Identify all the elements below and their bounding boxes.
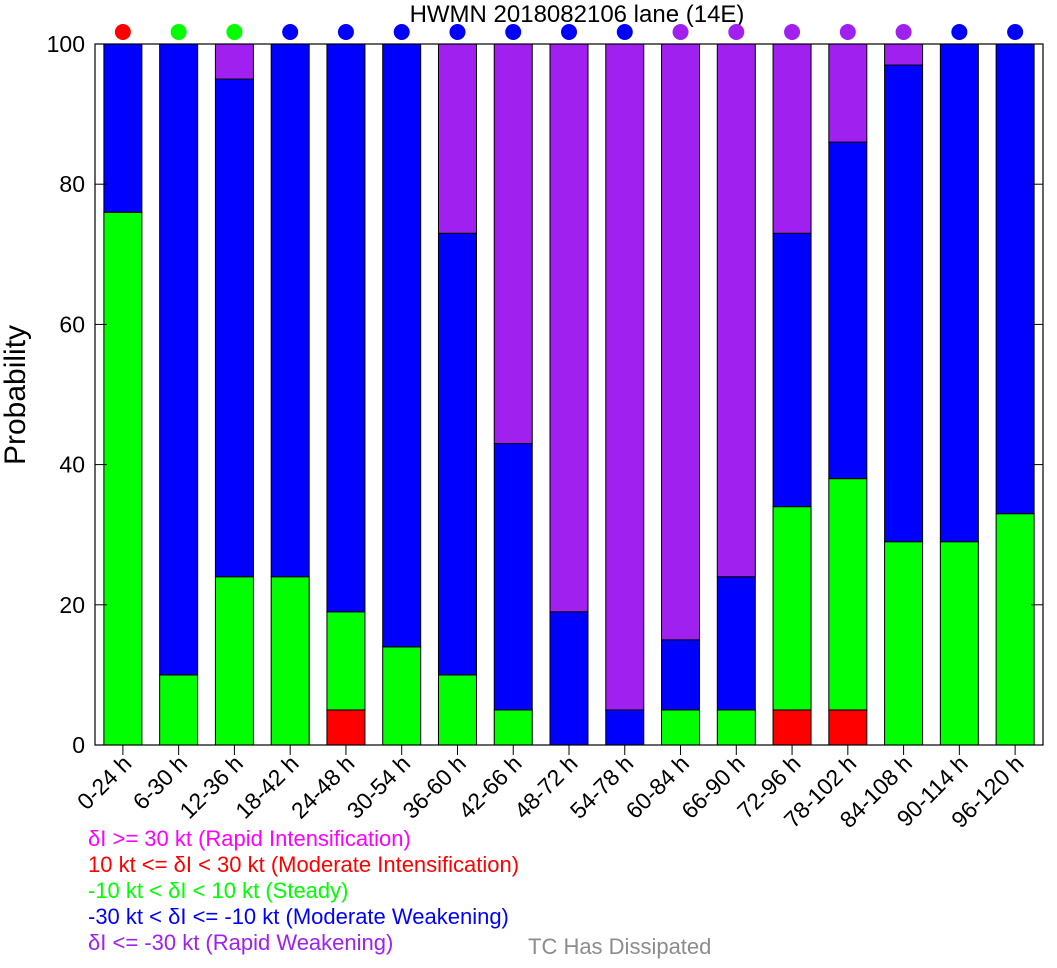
top-marker-dot — [728, 24, 745, 40]
legend-entry: δI >= 30 kt (Rapid Intensification) — [88, 826, 411, 851]
top-marker-dot — [1007, 24, 1024, 40]
top-marker-dot — [170, 24, 187, 40]
legend: δI >= 30 kt (Rapid Intensification) 10 kt… — [88, 826, 519, 956]
bar-segment — [214, 576, 254, 746]
y-tick-label: 80 — [59, 171, 85, 197]
bar-segment — [437, 43, 477, 234]
bar-segment — [103, 43, 143, 213]
legend-entry: δI <= -30 kt (Rapid Weakening) — [88, 930, 394, 955]
plot-frame — [94, 43, 1044, 746]
bar-segment — [661, 709, 701, 746]
top-marker-dot — [505, 24, 522, 40]
bar-segment — [549, 43, 589, 613]
bar-segment — [995, 513, 1035, 746]
bar-segment — [270, 576, 310, 746]
bar-segment — [772, 709, 812, 746]
legend-entry: -10 kt < δI < 10 kt (Steady) — [88, 878, 349, 903]
bar-segment — [884, 64, 924, 543]
legend-entry: 10 kt <= δI < 30 kt (Moderate Intensific… — [88, 852, 520, 877]
bar-segment — [437, 674, 477, 746]
bar-segment — [884, 43, 924, 66]
bar-segment — [716, 43, 756, 578]
x-tick-label: 0-24 h — [72, 750, 137, 815]
bar-segment — [605, 43, 645, 711]
bar-segment — [382, 646, 422, 746]
bar-segment — [939, 541, 979, 746]
bar-segment — [772, 506, 812, 711]
bar-segment — [828, 141, 868, 480]
bar-segment — [437, 232, 477, 676]
top-marker-dot — [114, 24, 131, 40]
chart-title: HWMN 2018082106 lane (14E) — [410, 1, 745, 28]
bar-segment — [103, 211, 143, 746]
dissipated-label: TC Has Dissipated — [528, 934, 712, 959]
y-axis-label: Probability — [0, 325, 32, 465]
bar-segment — [214, 78, 254, 578]
bar-segment — [326, 709, 366, 746]
bar-segment — [995, 43, 1035, 515]
top-marker-dot — [895, 24, 912, 40]
bar-segment — [382, 43, 422, 648]
bar-segment — [493, 709, 533, 746]
bar-segment — [772, 43, 812, 234]
bar-segment — [493, 43, 533, 445]
bar-segment — [661, 43, 701, 641]
bars-layer — [103, 43, 1035, 746]
bar-segment — [939, 43, 979, 543]
bar-segment — [605, 709, 645, 746]
legend-entry: -30 kt < δI <= -10 kt (Moderate Weakenin… — [88, 904, 509, 929]
top-markers-layer — [114, 24, 1024, 40]
y-tick-label: 20 — [59, 592, 85, 618]
top-marker-dot — [784, 24, 801, 40]
bar-segment — [716, 576, 756, 711]
bar-segment — [326, 611, 366, 711]
top-marker-dot — [337, 24, 354, 40]
bar-segment — [828, 709, 868, 746]
bar-segment — [828, 43, 868, 143]
bar-segment — [884, 541, 924, 746]
bar-segment — [772, 232, 812, 508]
bar-segment — [214, 43, 254, 80]
top-marker-dot — [226, 24, 243, 40]
top-marker-dot — [561, 24, 577, 40]
y-tick-label: 100 — [47, 31, 85, 57]
bar-segment — [270, 43, 310, 578]
top-marker-dot — [839, 24, 856, 40]
y-tick-label: 40 — [59, 452, 85, 478]
bar-segment — [828, 478, 868, 711]
y-tick-label: 0 — [72, 732, 85, 758]
y-tick-label: 60 — [59, 311, 85, 337]
top-marker-dot — [951, 24, 968, 40]
bar-segment — [493, 443, 533, 711]
top-marker-dot — [672, 24, 689, 40]
top-marker-dot — [449, 24, 466, 40]
bar-segment — [159, 674, 199, 746]
top-marker-dot — [393, 24, 410, 40]
bar-segment — [661, 639, 701, 711]
top-marker-dot — [282, 24, 299, 40]
top-marker-dot — [616, 24, 633, 40]
bar-segment — [549, 611, 589, 746]
bar-segment — [326, 43, 366, 613]
bar-segment — [716, 709, 756, 746]
bar-segment — [159, 43, 199, 676]
